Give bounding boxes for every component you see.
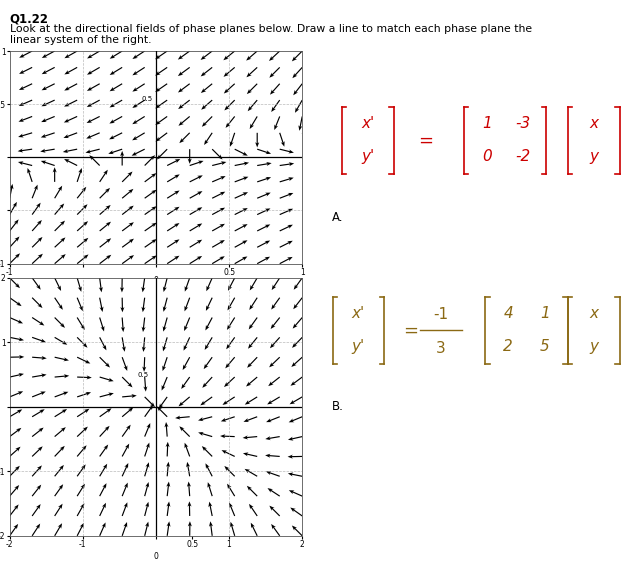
Text: =: = bbox=[418, 132, 433, 149]
Text: -2: -2 bbox=[516, 150, 531, 164]
Text: Q1.22: Q1.22 bbox=[10, 12, 49, 26]
Text: 1: 1 bbox=[540, 306, 550, 321]
Text: B.: B. bbox=[332, 400, 343, 413]
Text: 0: 0 bbox=[482, 150, 492, 164]
Text: 0: 0 bbox=[154, 552, 158, 561]
Text: -1: -1 bbox=[433, 307, 449, 322]
Text: x': x' bbox=[361, 116, 374, 131]
Text: y': y' bbox=[361, 150, 374, 164]
Text: y: y bbox=[589, 150, 598, 164]
Text: y': y' bbox=[352, 340, 365, 354]
Text: x': x' bbox=[352, 306, 365, 321]
Text: A.: A. bbox=[332, 211, 343, 225]
Text: x: x bbox=[589, 306, 598, 321]
Text: 0.5: 0.5 bbox=[142, 96, 153, 102]
Text: 2: 2 bbox=[503, 340, 513, 354]
Text: 1: 1 bbox=[482, 116, 492, 131]
Text: x: x bbox=[589, 116, 598, 131]
Text: 5: 5 bbox=[540, 340, 550, 354]
Text: linear system of the right.: linear system of the right. bbox=[10, 35, 151, 45]
Text: y: y bbox=[589, 340, 598, 354]
Text: 4: 4 bbox=[503, 306, 513, 321]
Text: 0: 0 bbox=[154, 276, 158, 285]
Text: 3: 3 bbox=[436, 341, 446, 357]
Text: -3: -3 bbox=[516, 116, 531, 131]
Text: =: = bbox=[403, 321, 418, 339]
Text: 0.5: 0.5 bbox=[138, 371, 149, 378]
Text: Look at the directional fields of phase planes below. Draw a line to match each : Look at the directional fields of phase … bbox=[10, 24, 532, 34]
